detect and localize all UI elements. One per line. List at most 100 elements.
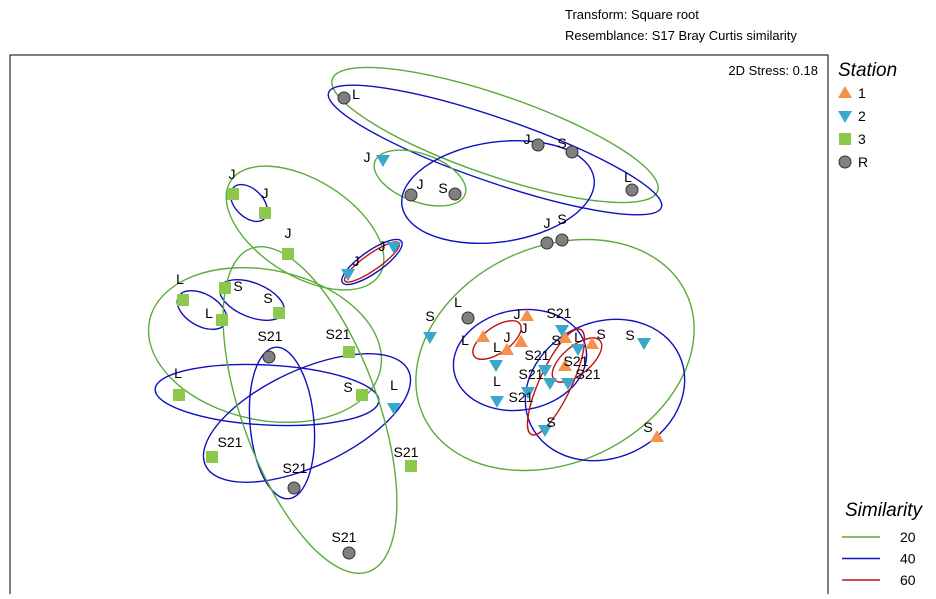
legend-label: 40	[900, 551, 916, 567]
legend-label: 1	[858, 85, 866, 101]
legend-label: 20	[900, 529, 916, 545]
point-label: J	[544, 215, 551, 231]
point-label: S21	[394, 444, 419, 460]
marker-2	[521, 387, 535, 399]
contour	[248, 346, 316, 500]
legend-label: R	[858, 154, 868, 170]
point-label: J	[353, 253, 360, 269]
marker-2	[571, 344, 585, 356]
point-label: J	[285, 225, 292, 241]
point-label: S	[557, 211, 566, 227]
point-label: L	[174, 365, 182, 381]
marker-3	[227, 188, 239, 200]
marker-r	[461, 311, 475, 325]
point-label: S21	[564, 353, 589, 369]
contour	[526, 328, 586, 436]
similarity-legend: 20 40 60	[842, 529, 916, 588]
point-label: L	[390, 377, 398, 393]
point-label: J	[379, 238, 386, 254]
marker-r	[262, 350, 276, 364]
point-label: J	[229, 166, 236, 182]
marker-1	[520, 309, 534, 321]
point-label: S21	[283, 460, 308, 476]
contour	[400, 139, 596, 245]
marker-r	[540, 236, 554, 250]
marker-1	[558, 359, 572, 371]
contour	[154, 363, 380, 427]
marker-3	[206, 451, 218, 463]
station-legend-title: Station	[838, 60, 897, 81]
marker-2	[555, 325, 569, 337]
resemblance-note: Resemblance: S17 Bray Curtis similarity	[565, 28, 797, 43]
point-label: S	[263, 290, 272, 306]
point-label: S21	[576, 366, 601, 382]
marker-2	[489, 360, 503, 372]
point-label: L	[205, 305, 213, 321]
legend-label: 2	[858, 108, 866, 124]
point-label: J	[417, 176, 424, 192]
contour	[222, 246, 398, 574]
marker-3	[839, 133, 851, 145]
marker-2	[490, 396, 504, 408]
point-label: S	[596, 326, 605, 342]
marker-1	[500, 343, 514, 355]
point-label: S21	[258, 328, 283, 344]
marker-1	[838, 86, 852, 98]
marker-r	[342, 546, 356, 560]
similarity-legend-title: Similarity	[845, 500, 924, 521]
contour	[524, 318, 686, 462]
marker-3	[273, 307, 285, 319]
marker-2	[387, 242, 401, 254]
point-label: S21	[519, 366, 544, 382]
plot-frame	[9, 54, 829, 594]
point-label: S21	[509, 389, 534, 405]
marker-2	[637, 338, 651, 350]
marker-2	[376, 155, 390, 167]
legend-label: 3	[858, 131, 866, 147]
marker-2	[543, 378, 557, 390]
point-label: L	[454, 294, 462, 310]
point-label: S	[438, 180, 447, 196]
point-label: L	[461, 332, 469, 348]
point-label: S21	[547, 305, 572, 321]
marker-2	[538, 425, 552, 437]
marker-3	[405, 460, 417, 472]
contour	[331, 66, 659, 204]
marker-3	[216, 314, 228, 326]
legend-label: 60	[900, 572, 916, 588]
point-label: J	[521, 320, 528, 336]
marker-2	[538, 365, 552, 377]
point-label: L	[352, 86, 360, 102]
point-label: S	[557, 135, 566, 151]
point-label: J	[504, 329, 511, 345]
point-label: J	[262, 185, 269, 201]
marker-3	[343, 346, 355, 358]
marker-3	[356, 389, 368, 401]
marker-1	[514, 335, 528, 347]
marker-1	[476, 330, 490, 342]
contour	[225, 165, 385, 291]
point-label: S	[233, 278, 242, 294]
marker-2	[387, 403, 401, 415]
marker-1	[650, 430, 664, 442]
marker-r	[287, 481, 301, 495]
marker-r	[838, 155, 852, 169]
marker-r	[625, 183, 639, 197]
marker-3	[173, 389, 185, 401]
marker-r	[565, 145, 579, 159]
point-label: L	[493, 373, 501, 389]
point-label: S21	[326, 326, 351, 342]
marker-r	[531, 138, 545, 152]
point-label: L	[624, 169, 632, 185]
point-label: S	[546, 414, 555, 430]
marker-r	[555, 233, 569, 247]
marker-2	[423, 332, 437, 344]
point-label: S	[643, 419, 652, 435]
point-label: S	[425, 308, 434, 324]
station-legend: 1 2 3 R	[838, 85, 868, 170]
marker-1	[585, 337, 599, 349]
point-label: J	[364, 149, 371, 165]
marker-3	[282, 248, 294, 260]
